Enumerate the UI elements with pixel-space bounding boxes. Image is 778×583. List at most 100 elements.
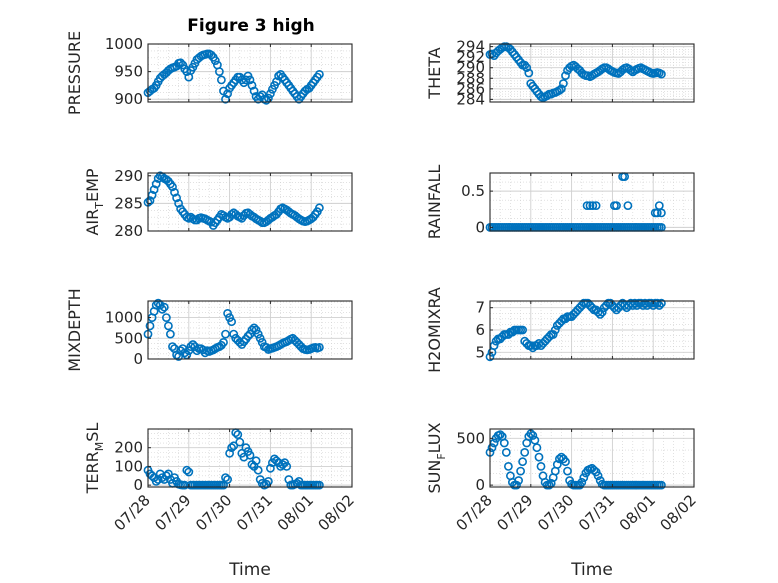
axes-frame [489,428,695,488]
data-point [314,342,324,352]
data-point [249,323,259,333]
y-tick-label: 290 [456,59,485,77]
data-point [249,86,259,96]
data-point [159,302,169,312]
data-point [550,325,560,335]
data-point [182,465,192,475]
data-point [151,179,161,189]
y-tick-label: 0 [133,476,143,494]
data-point [557,84,566,94]
data-point [522,63,532,73]
data-point [172,193,181,203]
data-point [589,465,599,475]
data-point [247,81,257,90]
data-point [210,56,220,65]
data-point [284,475,294,484]
data-point [225,313,234,322]
y-tick-label: 284 [456,90,485,108]
data-point [585,201,595,210]
data-point [526,341,536,350]
data-point [157,473,167,482]
data-point [532,443,542,453]
data-point [514,476,523,485]
series-markers [485,429,666,490]
data-point [182,67,192,76]
data-point [265,463,275,473]
data-point [528,431,538,440]
series-markers [143,298,324,361]
data-point [579,473,589,482]
series-markers [143,49,324,105]
x-axis-label: Time [228,560,271,580]
series-markers [485,172,666,232]
data-point [219,337,228,347]
y-tick-label: 0.5 [461,182,485,200]
data-point [214,67,224,76]
data-point [176,58,185,68]
data-point [253,329,263,339]
y-tick-label: 200 [114,439,143,457]
y-tick-label: 500 [456,429,485,447]
data-point [229,441,239,451]
series-markers [485,298,666,362]
data-point [272,77,281,86]
data-point [499,438,509,448]
data-point [274,71,283,81]
data-point [149,185,159,194]
data-point [227,317,236,327]
data-point [272,456,281,466]
y-tick-label: 294 [456,38,485,56]
y-tick-label: 288 [456,69,485,87]
data-point [630,298,640,308]
data-point [657,298,666,308]
data-point [561,71,570,80]
data-point [282,461,292,471]
data-point [577,477,587,487]
data-point [518,457,527,467]
data-point [229,329,239,339]
y-axis-label: THETA [425,47,444,99]
y-tick-label: 950 [114,63,143,81]
data-point [255,333,265,343]
data-point [548,330,558,339]
data-point [180,480,190,490]
data-point [559,79,568,88]
y-tick-label: 6 [475,321,485,339]
y-axis-label: H2OMIXRA [425,287,444,373]
series-markers [485,42,666,103]
y-tick-label: 1000 [105,35,143,53]
data-point [561,457,570,467]
data-point [157,304,167,314]
data-point [153,298,163,308]
y-tick-label: 5 [475,343,485,361]
data-point [657,208,666,218]
series-markers [143,428,324,490]
data-point [253,465,263,475]
data-point [524,68,534,78]
y-tick-label: 0 [133,350,143,368]
data-point [588,201,598,210]
y-axis-label: MIXDEPTH [65,288,84,371]
data-point [163,469,173,479]
data-point [223,89,232,99]
axes-background [148,173,352,231]
data-point [221,94,230,104]
data-point [501,447,511,457]
data-point [597,307,607,317]
data-point [626,66,636,75]
data-point [245,75,255,85]
y-tick-label: 900 [114,90,143,108]
axes-frame [147,43,353,103]
data-point [278,460,287,469]
data-point [188,340,198,349]
subplot-4: 0 0.5 RAINFALL [425,165,695,239]
data-point [534,452,544,462]
data-point [495,430,505,439]
data-point [654,301,664,310]
data-point [657,480,666,490]
subplot-3: 280 285 290 AIRTEMP [83,167,353,240]
data-point [544,480,554,490]
axes-frame [147,300,353,360]
data-point [151,476,161,486]
